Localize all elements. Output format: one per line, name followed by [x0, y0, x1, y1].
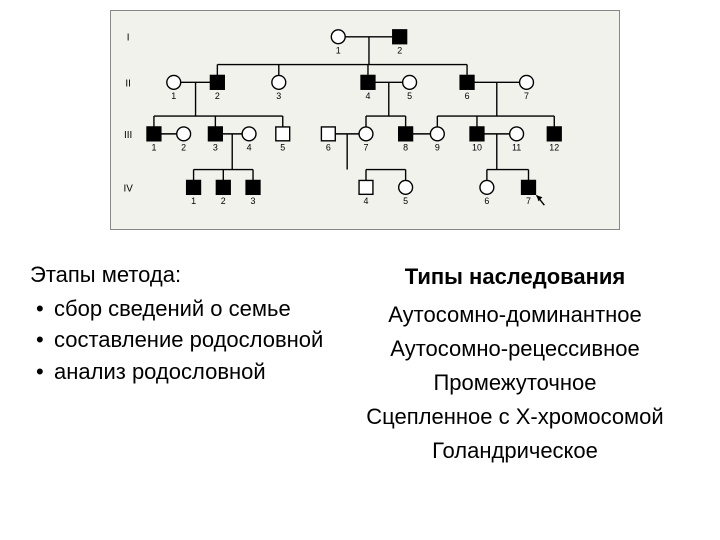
svg-text:7: 7	[526, 196, 531, 206]
svg-text:III: III	[124, 130, 132, 141]
svg-text:2: 2	[215, 91, 220, 101]
pedigree-svg: IIIIIIIV1212345671234567891011121234567	[111, 11, 619, 229]
svg-text:7: 7	[524, 91, 529, 101]
svg-text:10: 10	[472, 143, 482, 153]
method-steps-column: Этапы метода: сбор сведений о семье сост…	[30, 260, 340, 469]
svg-text:6: 6	[465, 91, 470, 101]
svg-text:8: 8	[403, 143, 408, 153]
svg-text:4: 4	[365, 91, 370, 101]
svg-text:IV: IV	[123, 183, 133, 194]
svg-text:II: II	[125, 78, 131, 89]
step-item: сбор сведений о семье	[36, 294, 340, 324]
svg-text:I: I	[127, 33, 130, 44]
svg-text:2: 2	[397, 46, 402, 56]
svg-text:11: 11	[512, 143, 521, 153]
svg-text:6: 6	[326, 143, 331, 153]
type-item: Аутосомно-доминантное	[340, 298, 690, 332]
svg-text:3: 3	[251, 196, 256, 206]
svg-text:1: 1	[151, 143, 156, 153]
type-item: Сцепленное с Х-хромосомой	[340, 400, 690, 434]
inheritance-types-column: Типы наследования Аутосомно-доминантное …	[340, 260, 690, 469]
svg-text:5: 5	[407, 91, 412, 101]
type-item: Промежуточное	[340, 366, 690, 400]
steps-list: сбор сведений о семье составление родосл…	[30, 294, 340, 387]
svg-text:7: 7	[364, 143, 369, 153]
steps-heading: Этапы метода:	[30, 260, 340, 290]
types-heading: Типы наследования	[340, 260, 690, 294]
type-item: Аутосомно-рецессивное	[340, 332, 690, 366]
svg-text:9: 9	[435, 143, 440, 153]
svg-text:1: 1	[171, 91, 176, 101]
svg-text:2: 2	[181, 143, 186, 153]
svg-text:1: 1	[336, 46, 341, 56]
type-item: Голандрическое	[340, 434, 690, 468]
text-columns: Этапы метода: сбор сведений о семье сост…	[30, 260, 690, 469]
svg-text:4: 4	[247, 143, 252, 153]
svg-text:3: 3	[213, 143, 218, 153]
step-item: анализ родословной	[36, 357, 340, 387]
svg-text:1: 1	[191, 196, 196, 206]
svg-text:2: 2	[221, 196, 226, 206]
step-item: составление родословной	[36, 325, 340, 355]
svg-text:6: 6	[484, 196, 489, 206]
svg-text:4: 4	[364, 196, 369, 206]
svg-text:5: 5	[280, 143, 285, 153]
pedigree-chart: IIIIIIIV1212345671234567891011121234567	[110, 10, 620, 230]
svg-text:12: 12	[549, 143, 559, 153]
svg-text:3: 3	[276, 91, 281, 101]
svg-text:5: 5	[403, 196, 408, 206]
